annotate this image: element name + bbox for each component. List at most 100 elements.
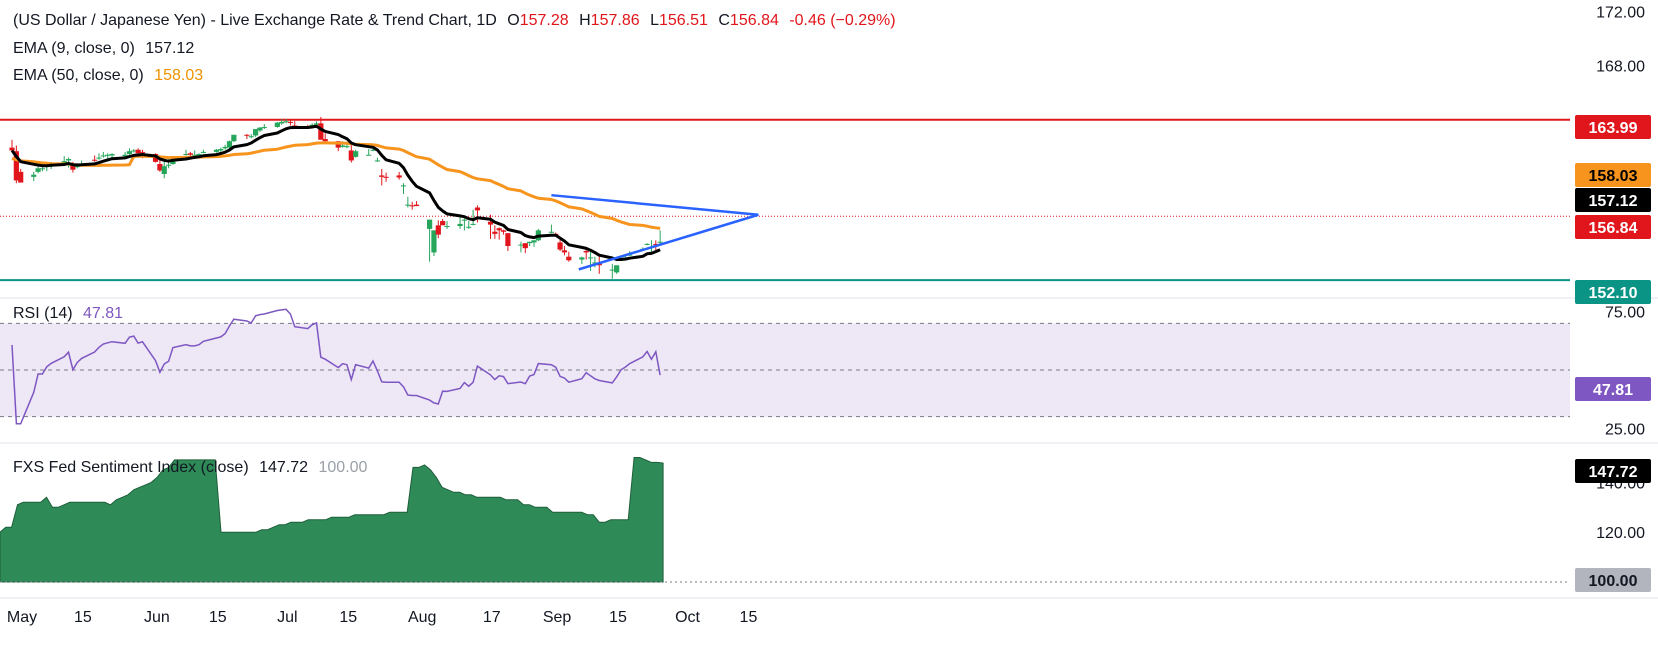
candle-body (400, 185, 407, 187)
fxs-area (0, 457, 664, 583)
candle-body (653, 243, 659, 245)
candle-body (457, 223, 463, 227)
ema50-legend: EMA (50, close, 0) 158.03 (13, 67, 209, 85)
candle-body (379, 175, 385, 177)
candle-body (396, 175, 402, 178)
candle-body (383, 176, 389, 178)
candle-body (313, 123, 320, 125)
candle-body (253, 129, 259, 136)
candle-body (100, 155, 106, 157)
candle-body (257, 127, 263, 131)
candle-body (131, 150, 137, 152)
candle-body (500, 230, 507, 232)
x-tick-label: Sep (543, 609, 572, 626)
candle-body (587, 257, 594, 259)
rsi-tick-label: 25.00 (1605, 421, 1645, 438)
candle-body (35, 168, 41, 172)
candle-body (566, 256, 572, 261)
candle-body (614, 265, 620, 273)
title-legend: (US Dollar / Japanese Yen) - Live Exchan… (13, 12, 902, 30)
price-tick-label: 172.00 (1596, 5, 1645, 22)
candle-body (187, 153, 193, 155)
candle-body (74, 166, 80, 168)
candle-body (318, 123, 324, 140)
x-tick-label: Jul (277, 609, 297, 626)
x-tick-label: Aug (408, 609, 436, 626)
fxs-base-badge (1575, 568, 1651, 592)
fxs-label: FXS Fed Sentiment Index (close) (13, 459, 249, 476)
candle-body (248, 136, 254, 138)
rsi-value: 47.81 (83, 305, 124, 322)
candle-body (353, 151, 359, 157)
open-label: O (507, 12, 520, 29)
ema50-badge-label: 158.03 (1589, 168, 1638, 185)
ema9-badge-label: 157.12 (1589, 193, 1638, 210)
support-badge-label: 152.10 (1589, 285, 1638, 302)
symbol-title: (US Dollar / Japanese Yen) - Live Exchan… (13, 12, 497, 29)
candle-body (592, 262, 598, 264)
candle-body (261, 126, 267, 128)
candle-body (283, 121, 289, 123)
x-tick-label: 15 (74, 609, 92, 626)
x-tick-label: 15 (339, 609, 357, 626)
triangle-lower-line (578, 213, 759, 271)
candle-body (431, 230, 437, 253)
candle-body (279, 121, 285, 124)
candle-body (287, 121, 293, 123)
x-tick-label: Oct (675, 609, 700, 626)
candle-body (65, 159, 72, 161)
candle-body (492, 231, 498, 234)
close-badge (1575, 215, 1651, 239)
x-tick-label: 15 (740, 609, 758, 626)
fxs-value2: 100.00 (318, 459, 368, 476)
high-value: 157.86 (590, 12, 640, 29)
candle-body (226, 141, 233, 148)
candle-body (496, 228, 502, 231)
candle-body (244, 134, 250, 136)
candle-body (31, 174, 37, 177)
rsi-label: RSI (14) (13, 305, 73, 322)
candle-body (370, 149, 376, 151)
candle-body (200, 151, 206, 153)
candle-body (322, 139, 328, 142)
fxs-badge (1575, 459, 1651, 483)
low-value: 156.51 (658, 12, 708, 29)
candle-body (122, 154, 128, 157)
candle-body (157, 164, 163, 171)
candle-body (274, 122, 280, 127)
price-tick-label: 168.00 (1596, 59, 1645, 76)
candle-body (474, 207, 481, 211)
candle-body (522, 243, 528, 249)
rsi-tick-label: 75.00 (1605, 305, 1645, 322)
resistance-badge-label: 163.99 (1589, 120, 1638, 137)
candle-body (527, 241, 533, 244)
candle-body (579, 257, 585, 260)
candle-body (196, 154, 202, 156)
rsi-line (11, 308, 661, 425)
candle-body (126, 151, 133, 155)
low-label: L (650, 12, 659, 29)
fxs-base-badge-label: 100.00 (1589, 573, 1638, 590)
x-tick-label: 17 (483, 609, 501, 626)
candle-body (18, 171, 24, 183)
candle-body (644, 243, 650, 245)
rsi-legend: RSI (14) 47.81 (13, 305, 129, 323)
candle-body (39, 168, 46, 170)
triangle-upper-line (551, 193, 759, 216)
candle-body (139, 151, 146, 153)
candle-body (531, 240, 537, 243)
candle-body (583, 251, 589, 253)
candle-body (109, 154, 115, 156)
candle-body (444, 226, 450, 228)
ema9-badge (1575, 188, 1651, 212)
candle-body (105, 154, 111, 156)
rsi-badge-label: 47.81 (1593, 382, 1633, 399)
candle-body (9, 147, 15, 151)
candle-body (135, 149, 141, 154)
candle-body (609, 269, 615, 271)
x-tick-label: 15 (209, 609, 227, 626)
ema9-value: 157.12 (145, 40, 195, 57)
candle-body (505, 233, 511, 247)
ema9-legend: EMA (9, close, 0) 157.12 (13, 40, 200, 58)
x-tick-label: 15 (609, 609, 627, 626)
